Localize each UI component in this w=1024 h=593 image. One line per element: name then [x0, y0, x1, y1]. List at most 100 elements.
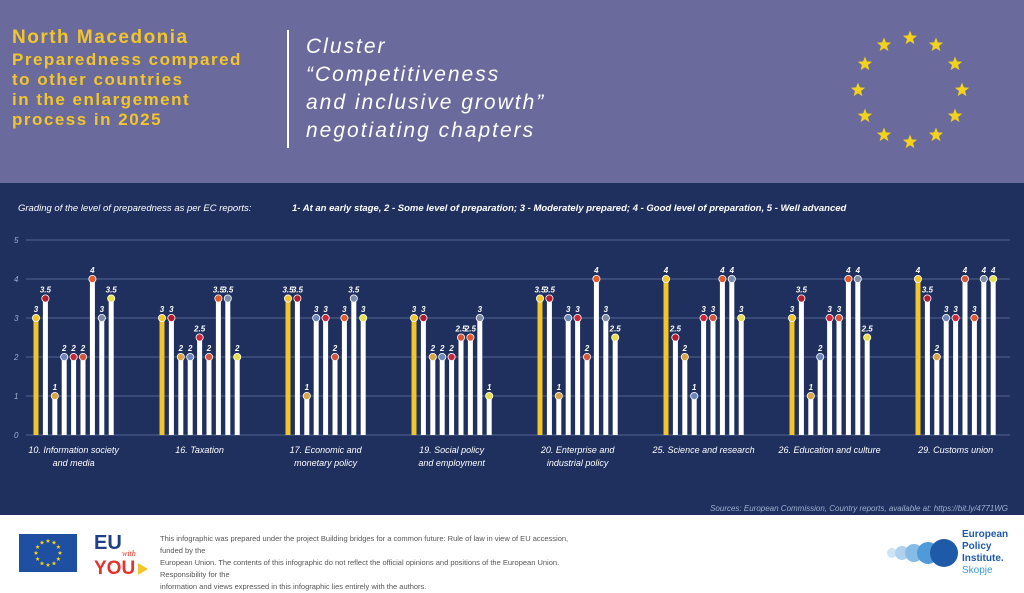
bar-marker [204, 352, 213, 361]
bar-value-label: 3 [323, 305, 328, 314]
bar-marker [50, 391, 59, 400]
disclaimer-line: This infographic was prepared under the … [160, 534, 569, 555]
bar-value-label: 1 [692, 383, 697, 392]
bar-marker [485, 391, 494, 400]
bar [738, 318, 744, 435]
bar-value-label: 3 [827, 305, 832, 314]
bar-marker [195, 333, 204, 342]
bar [729, 279, 735, 435]
bar-marker [419, 313, 428, 322]
bar [71, 357, 77, 435]
bar-marker [583, 352, 592, 361]
bar-marker [359, 313, 368, 322]
epi-name: European Policy Institute. Skopje [962, 529, 1008, 577]
bar [168, 318, 174, 435]
flag-star [51, 540, 57, 545]
cluster-line: negotiating chapters [306, 119, 536, 142]
bar-value-label: 4 [593, 266, 599, 275]
bar [962, 279, 968, 435]
flag-star [45, 562, 51, 567]
bar-marker [312, 313, 321, 322]
bar-value-label: 3 [478, 305, 483, 314]
bar-value-label: 2 [682, 344, 688, 353]
flag-star [39, 561, 45, 566]
bar-value-label: 1 [557, 383, 562, 392]
bar-value-label: 2 [61, 344, 67, 353]
flag-star [33, 550, 39, 555]
bar-value-label: 2.5 [454, 325, 467, 334]
bar-marker [32, 313, 41, 322]
bar-value-label: 3 [739, 305, 744, 314]
eu-star [954, 82, 970, 97]
bar-marker [592, 275, 601, 284]
bar-marker [186, 352, 195, 361]
bar-value-label: 4 [990, 266, 996, 275]
bar-marker [349, 294, 358, 303]
bar [943, 318, 949, 435]
bar-marker [475, 313, 484, 322]
disclaimer: This infographic was prepared under the … [160, 533, 580, 593]
bar-value-label: 2 [234, 344, 240, 353]
bar-marker [853, 275, 862, 284]
bar-value-label: 3 [944, 305, 949, 314]
euwy-eu: EU [94, 532, 122, 554]
disclaimer-line: European Union. The contents of this inf… [160, 558, 560, 579]
preparedness-chart: Grading of the level of preparedness as … [13, 203, 1010, 513]
bar-marker [816, 352, 825, 361]
bar [234, 357, 240, 435]
bar-marker [330, 352, 339, 361]
bar-marker [709, 313, 718, 322]
bar [817, 357, 823, 435]
bar-marker [979, 275, 988, 284]
eu-stars-icon [850, 30, 970, 149]
group-label: 26. Education and culture [778, 445, 881, 455]
bar [934, 357, 940, 435]
bar [449, 357, 455, 435]
bar-marker [680, 352, 689, 361]
bar-value-label: 3.5 [292, 286, 304, 295]
bar-value-label: 2 [584, 344, 590, 353]
bar-value-label: 4 [915, 266, 921, 275]
bar-marker [564, 313, 573, 322]
eu-star [947, 56, 963, 71]
bar-marker [545, 294, 554, 303]
bar-marker [863, 333, 872, 342]
bar [575, 318, 581, 435]
bar-highlight [159, 318, 165, 435]
eu-star [857, 108, 873, 123]
y-tick-label: 5 [14, 236, 19, 245]
bar-value-label: 4 [962, 266, 968, 275]
bar-marker [409, 313, 418, 322]
bar-value-label: 2 [430, 344, 436, 353]
euwy-with: with [122, 549, 136, 558]
bar-marker [989, 275, 998, 284]
bar [556, 396, 562, 435]
bar [467, 337, 473, 435]
bar [953, 318, 959, 435]
group-label: 16. Taxation [175, 445, 224, 455]
bar [808, 396, 814, 435]
bar [360, 318, 366, 435]
bar-value-label: 3 [34, 305, 39, 314]
bar-marker [176, 352, 185, 361]
eu-star [902, 30, 918, 45]
bar-marker [942, 313, 951, 322]
bar-value-label: 3 [604, 305, 609, 314]
eu-flag-icon [19, 534, 77, 572]
bar-value-label: 3.5 [534, 286, 546, 295]
bar-marker [699, 313, 708, 322]
bar-highlight [285, 298, 291, 435]
y-tick-label: 4 [14, 275, 19, 284]
bar-marker [737, 313, 746, 322]
y-tick-label: 2 [13, 353, 19, 362]
epi-line: Institute. [962, 553, 1004, 564]
bar-marker [961, 275, 970, 284]
bar-value-label: 3.5 [922, 286, 934, 295]
bar-marker [107, 294, 116, 303]
bar [584, 357, 590, 435]
bar-marker [951, 313, 960, 322]
group-label: 10. Information society [28, 445, 119, 455]
subtitle-line: process in 2025 [12, 110, 163, 129]
bar [691, 396, 697, 435]
flag-star [51, 561, 57, 566]
